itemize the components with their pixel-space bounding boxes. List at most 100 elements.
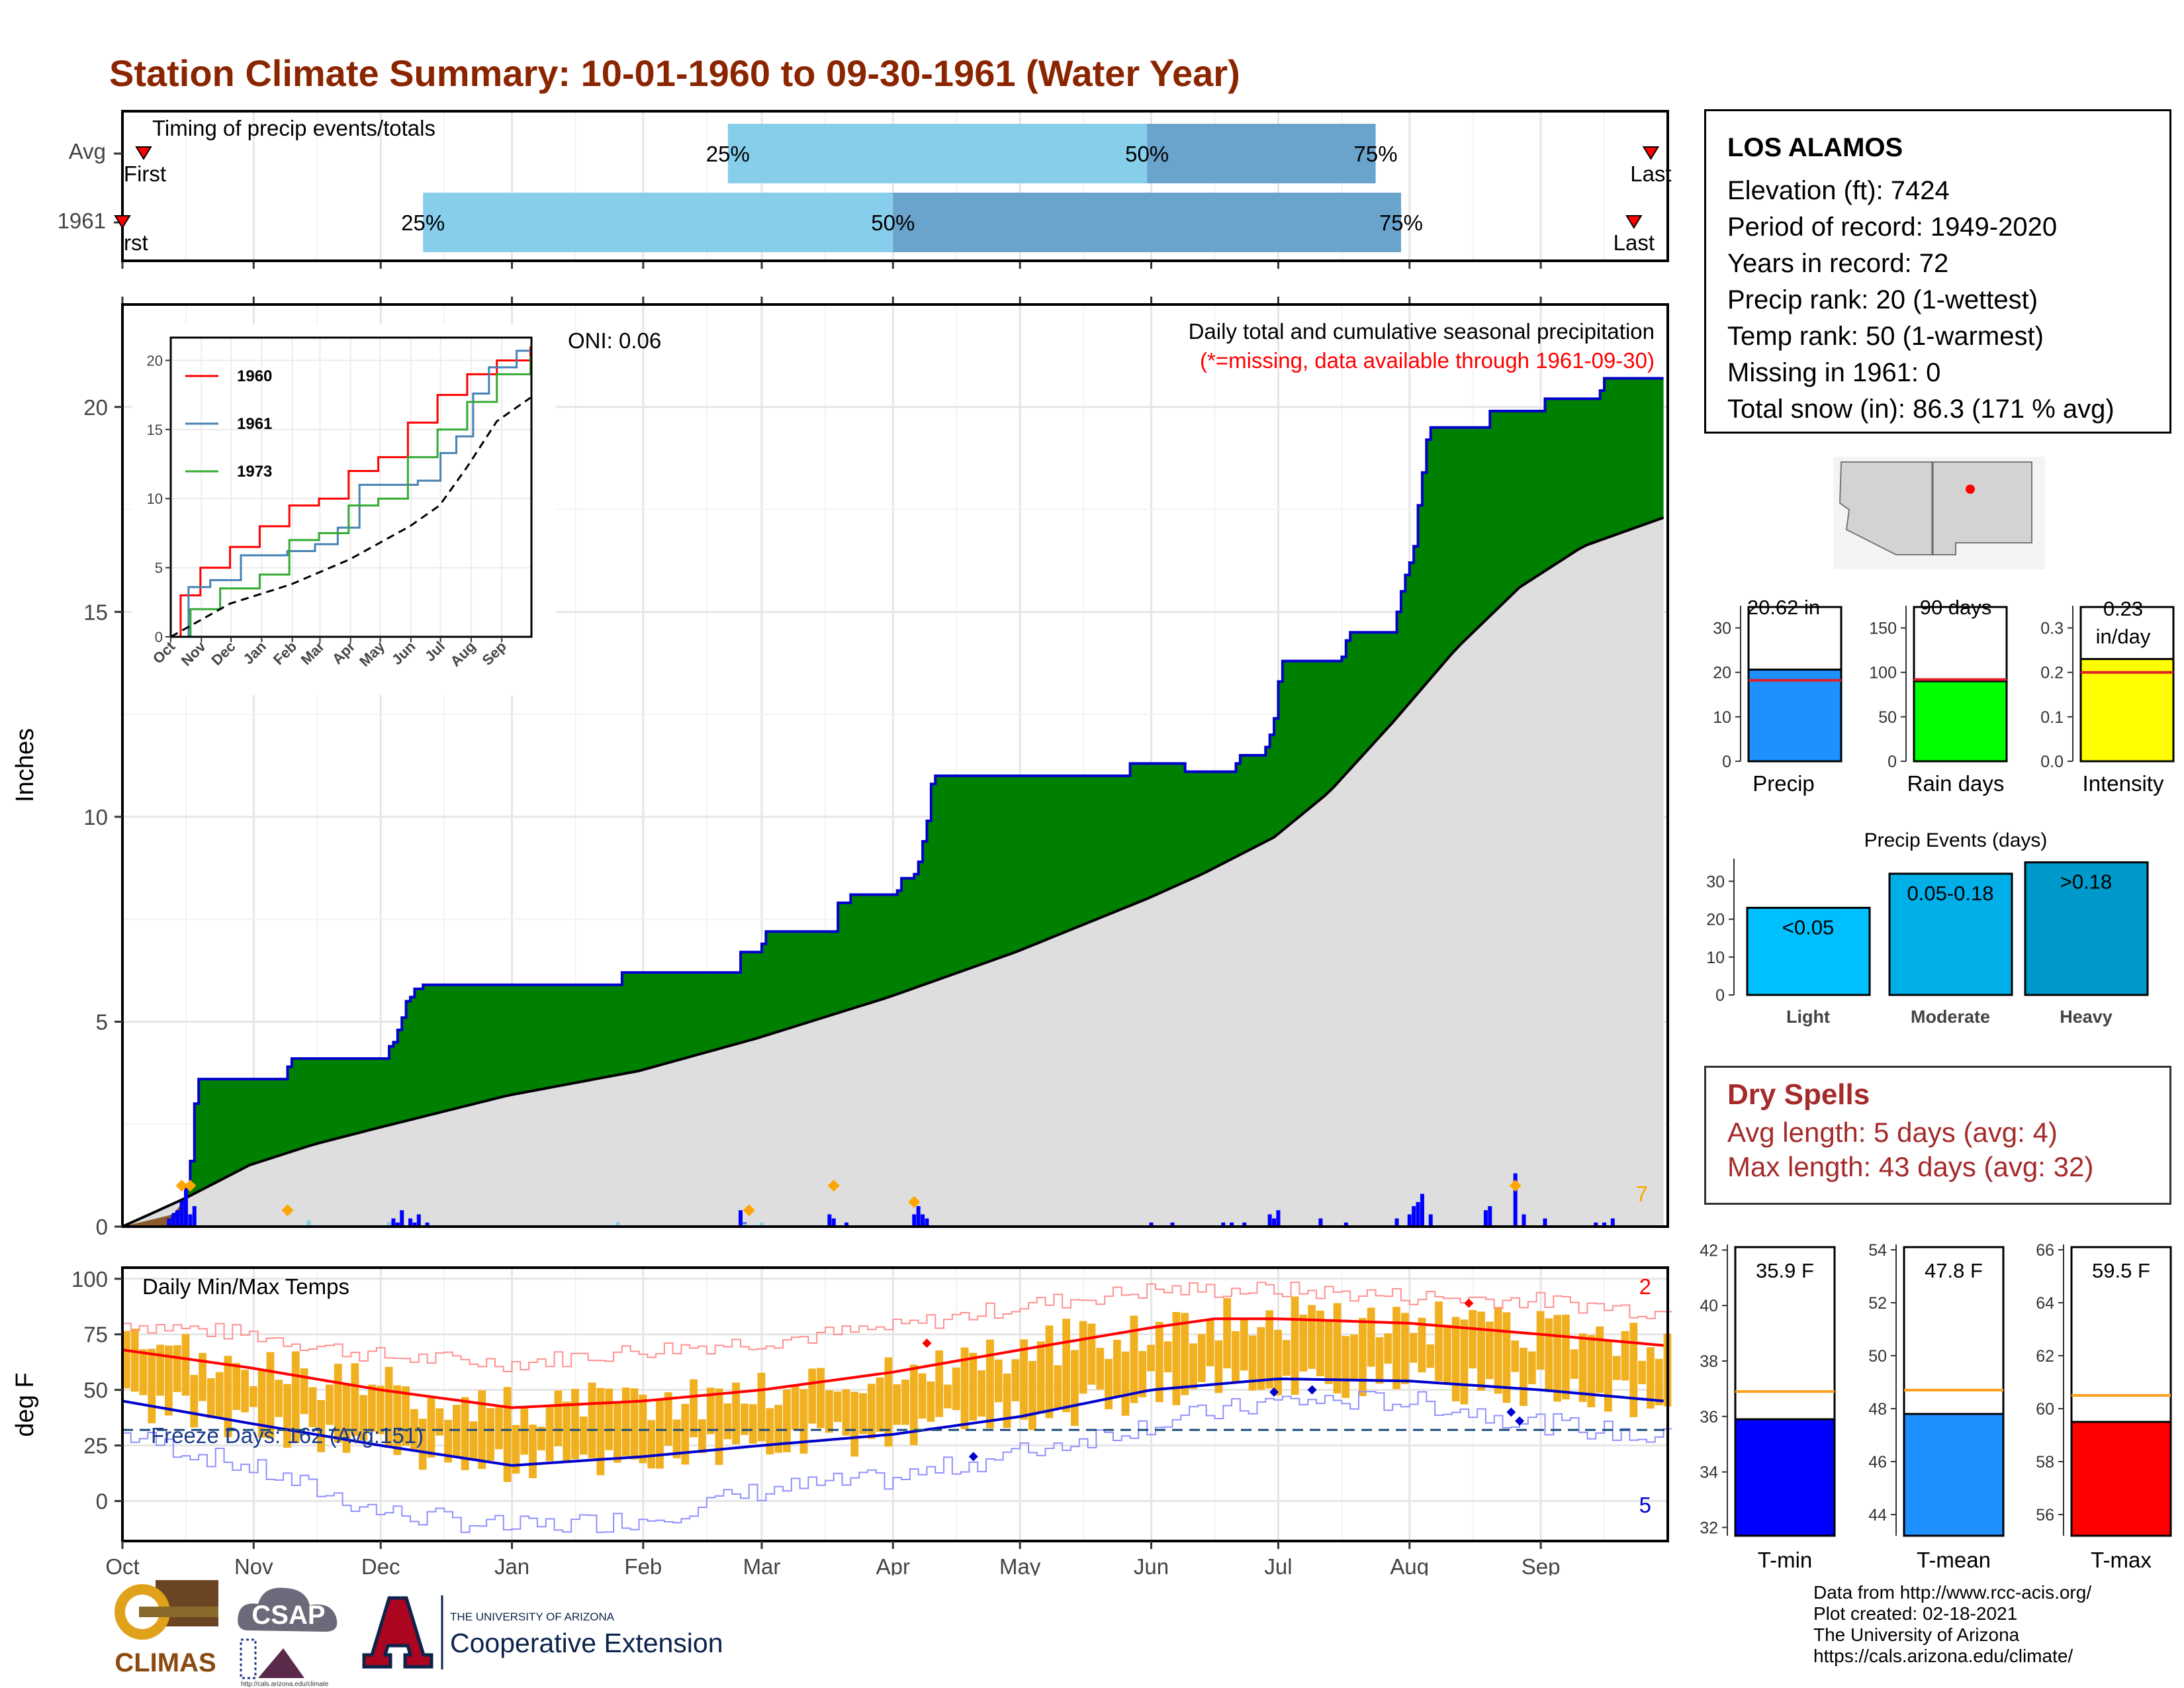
daily-temp-range-bar — [1392, 1307, 1400, 1389]
events-y-tick-label: 0 — [1715, 986, 1725, 1005]
daily-temp-range-bar — [605, 1388, 614, 1450]
daily-precip-bar — [1602, 1222, 1607, 1227]
daily-temp-range-bar — [199, 1352, 206, 1401]
daily-temp-range-bar — [563, 1401, 571, 1464]
daily-precip-bar — [1428, 1214, 1433, 1227]
tsum-y-tick-label: 50 — [1868, 1347, 1887, 1366]
daily-temp-range-bar — [1011, 1359, 1020, 1401]
daily-temp-range-bar — [1240, 1319, 1248, 1371]
daily-temp-range-bar — [909, 1364, 918, 1446]
precip-y-tick-label: 20 — [83, 395, 108, 420]
daily-temp-range-bar — [342, 1383, 351, 1453]
daily-temp-range-bar — [1155, 1321, 1163, 1403]
daily-precip-bar — [912, 1214, 917, 1227]
avg-tmin-line — [122, 1377, 1664, 1467]
daily-temp-range-bar — [503, 1387, 512, 1482]
daily-temp-range-bar — [1342, 1336, 1350, 1398]
daily-temp-range-bar — [876, 1377, 884, 1432]
station-name: LOS ALAMOS — [1727, 133, 1903, 162]
inset-series-line-1973 — [171, 356, 532, 638]
tmax-record-count: 2 — [1639, 1274, 1651, 1299]
last-event-label: Last — [1630, 162, 1671, 186]
tsum-value-label: 35.9 F — [1756, 1259, 1814, 1282]
inset-series-line-1960 — [171, 346, 532, 638]
month-x-tick-label: Apr — [876, 1554, 910, 1575]
climas-logo: CLIMAS — [114, 1580, 218, 1677]
daily-temp-range-bar — [410, 1409, 418, 1450]
daily-temp-range-bar — [1138, 1350, 1147, 1397]
timing-row-label-avg: Avg — [69, 139, 106, 164]
daily-precip-bar — [831, 1218, 836, 1227]
daily-snow-bar — [759, 1222, 764, 1227]
record-low-line — [122, 1391, 1672, 1533]
daily-temp-range-bar — [520, 1408, 529, 1455]
daily-temp-range-bar — [1105, 1358, 1113, 1409]
daily-precip-bar — [1412, 1206, 1416, 1227]
temp-title: Daily Min/Max Temps — [142, 1274, 349, 1299]
daily-temp-range-bar — [952, 1367, 960, 1411]
timing-frame — [121, 110, 1669, 262]
tsum-y-tick-label: 64 — [2036, 1294, 2054, 1313]
daily-temp-range-bar — [1578, 1333, 1587, 1402]
totals-y-tick-label: 0.0 — [2040, 753, 2064, 771]
inset-y-tick-label: 10 — [147, 491, 163, 507]
daily-temp-range-bar — [1248, 1335, 1257, 1391]
credits-url: https://cals.arizona.edu/climate/ — [1813, 1646, 2073, 1666]
intensity-label-1: 0.23 — [2103, 597, 2143, 620]
totals-label-intensity: Intensity — [2083, 771, 2164, 796]
daily-temp-range-bar — [1223, 1297, 1232, 1369]
daily-snow-bar — [615, 1222, 620, 1227]
totals-y-tick-label: 0 — [1888, 753, 1897, 771]
tsum-y-tick-label: 58 — [2036, 1453, 2054, 1472]
csap-url: http://cals.arizona.edu/climate — [241, 1681, 329, 1688]
daily-temp-range-bar — [291, 1351, 300, 1443]
daily-temp-range-bar — [512, 1425, 520, 1474]
daily-temp-range-bar — [300, 1368, 308, 1415]
first-event-marker — [114, 215, 131, 229]
timing-pct-25: 25% — [706, 142, 750, 166]
daily-temp-range-bar — [249, 1386, 257, 1407]
station-location-marker — [1966, 485, 1975, 494]
daily-temp-range-bar — [1638, 1360, 1647, 1385]
daily-temp-range-bar — [1350, 1335, 1358, 1380]
tsum-y-tick-label: 32 — [1700, 1519, 1718, 1537]
daily-temp-range-bar — [918, 1373, 927, 1419]
daily-temp-range-bar — [1181, 1313, 1189, 1395]
tsum-y-tick-label: 52 — [1868, 1294, 1887, 1313]
page-title: Station Climate Summary: 10-01-1960 to 0… — [109, 52, 1240, 94]
ua-block-a — [362, 1596, 433, 1669]
daily-temp-range-bar — [241, 1370, 249, 1413]
daily-temp-range-bar — [1596, 1326, 1604, 1393]
totals-label-raindays: Rain days — [1907, 771, 2005, 796]
daily-temp-range-bar — [1096, 1348, 1105, 1390]
csap-cloud — [238, 1587, 338, 1632]
daily-temp-range-bar — [368, 1384, 376, 1432]
daily-temp-range-bar — [206, 1378, 215, 1419]
dry-spells-title: Dry Spells — [1727, 1078, 1870, 1111]
daily-precip-bar — [192, 1206, 197, 1227]
tsum-y-tick-label: 44 — [1868, 1506, 1887, 1524]
average-cumulative-line — [122, 516, 1664, 1228]
missing-note: (*=missing, data available through 1961-… — [1200, 348, 1655, 373]
daily-precip-bar — [408, 1218, 413, 1227]
daily-temp-range-bar — [647, 1420, 656, 1469]
daily-temp-range-bar — [1206, 1321, 1214, 1367]
daily-temp-range-bar — [808, 1368, 817, 1424]
daily-temp-range-bar — [461, 1397, 469, 1470]
temp-y-tick-label: 0 — [96, 1489, 108, 1514]
daily-precip-bar — [739, 1210, 743, 1227]
first-event-marker — [135, 146, 152, 160]
timing-pct-25: 25% — [401, 211, 445, 235]
daily-temp-range-bar — [1324, 1321, 1333, 1384]
temp-record-marker — [1269, 1387, 1279, 1397]
daily-temp-range-bar — [215, 1372, 224, 1418]
events-bar-label: <0.05 — [1782, 915, 1834, 939]
tsum-value-label: 59.5 F — [2092, 1259, 2150, 1282]
events-bar-light — [1746, 906, 1871, 996]
temp-frame — [121, 1266, 1669, 1542]
tsum-category-label: T-mean — [1917, 1548, 1991, 1572]
precip-y-tick-label: 15 — [83, 600, 108, 624]
daily-temp-range-bar — [1333, 1303, 1342, 1394]
temp-y-tick-label: 25 — [83, 1434, 108, 1458]
